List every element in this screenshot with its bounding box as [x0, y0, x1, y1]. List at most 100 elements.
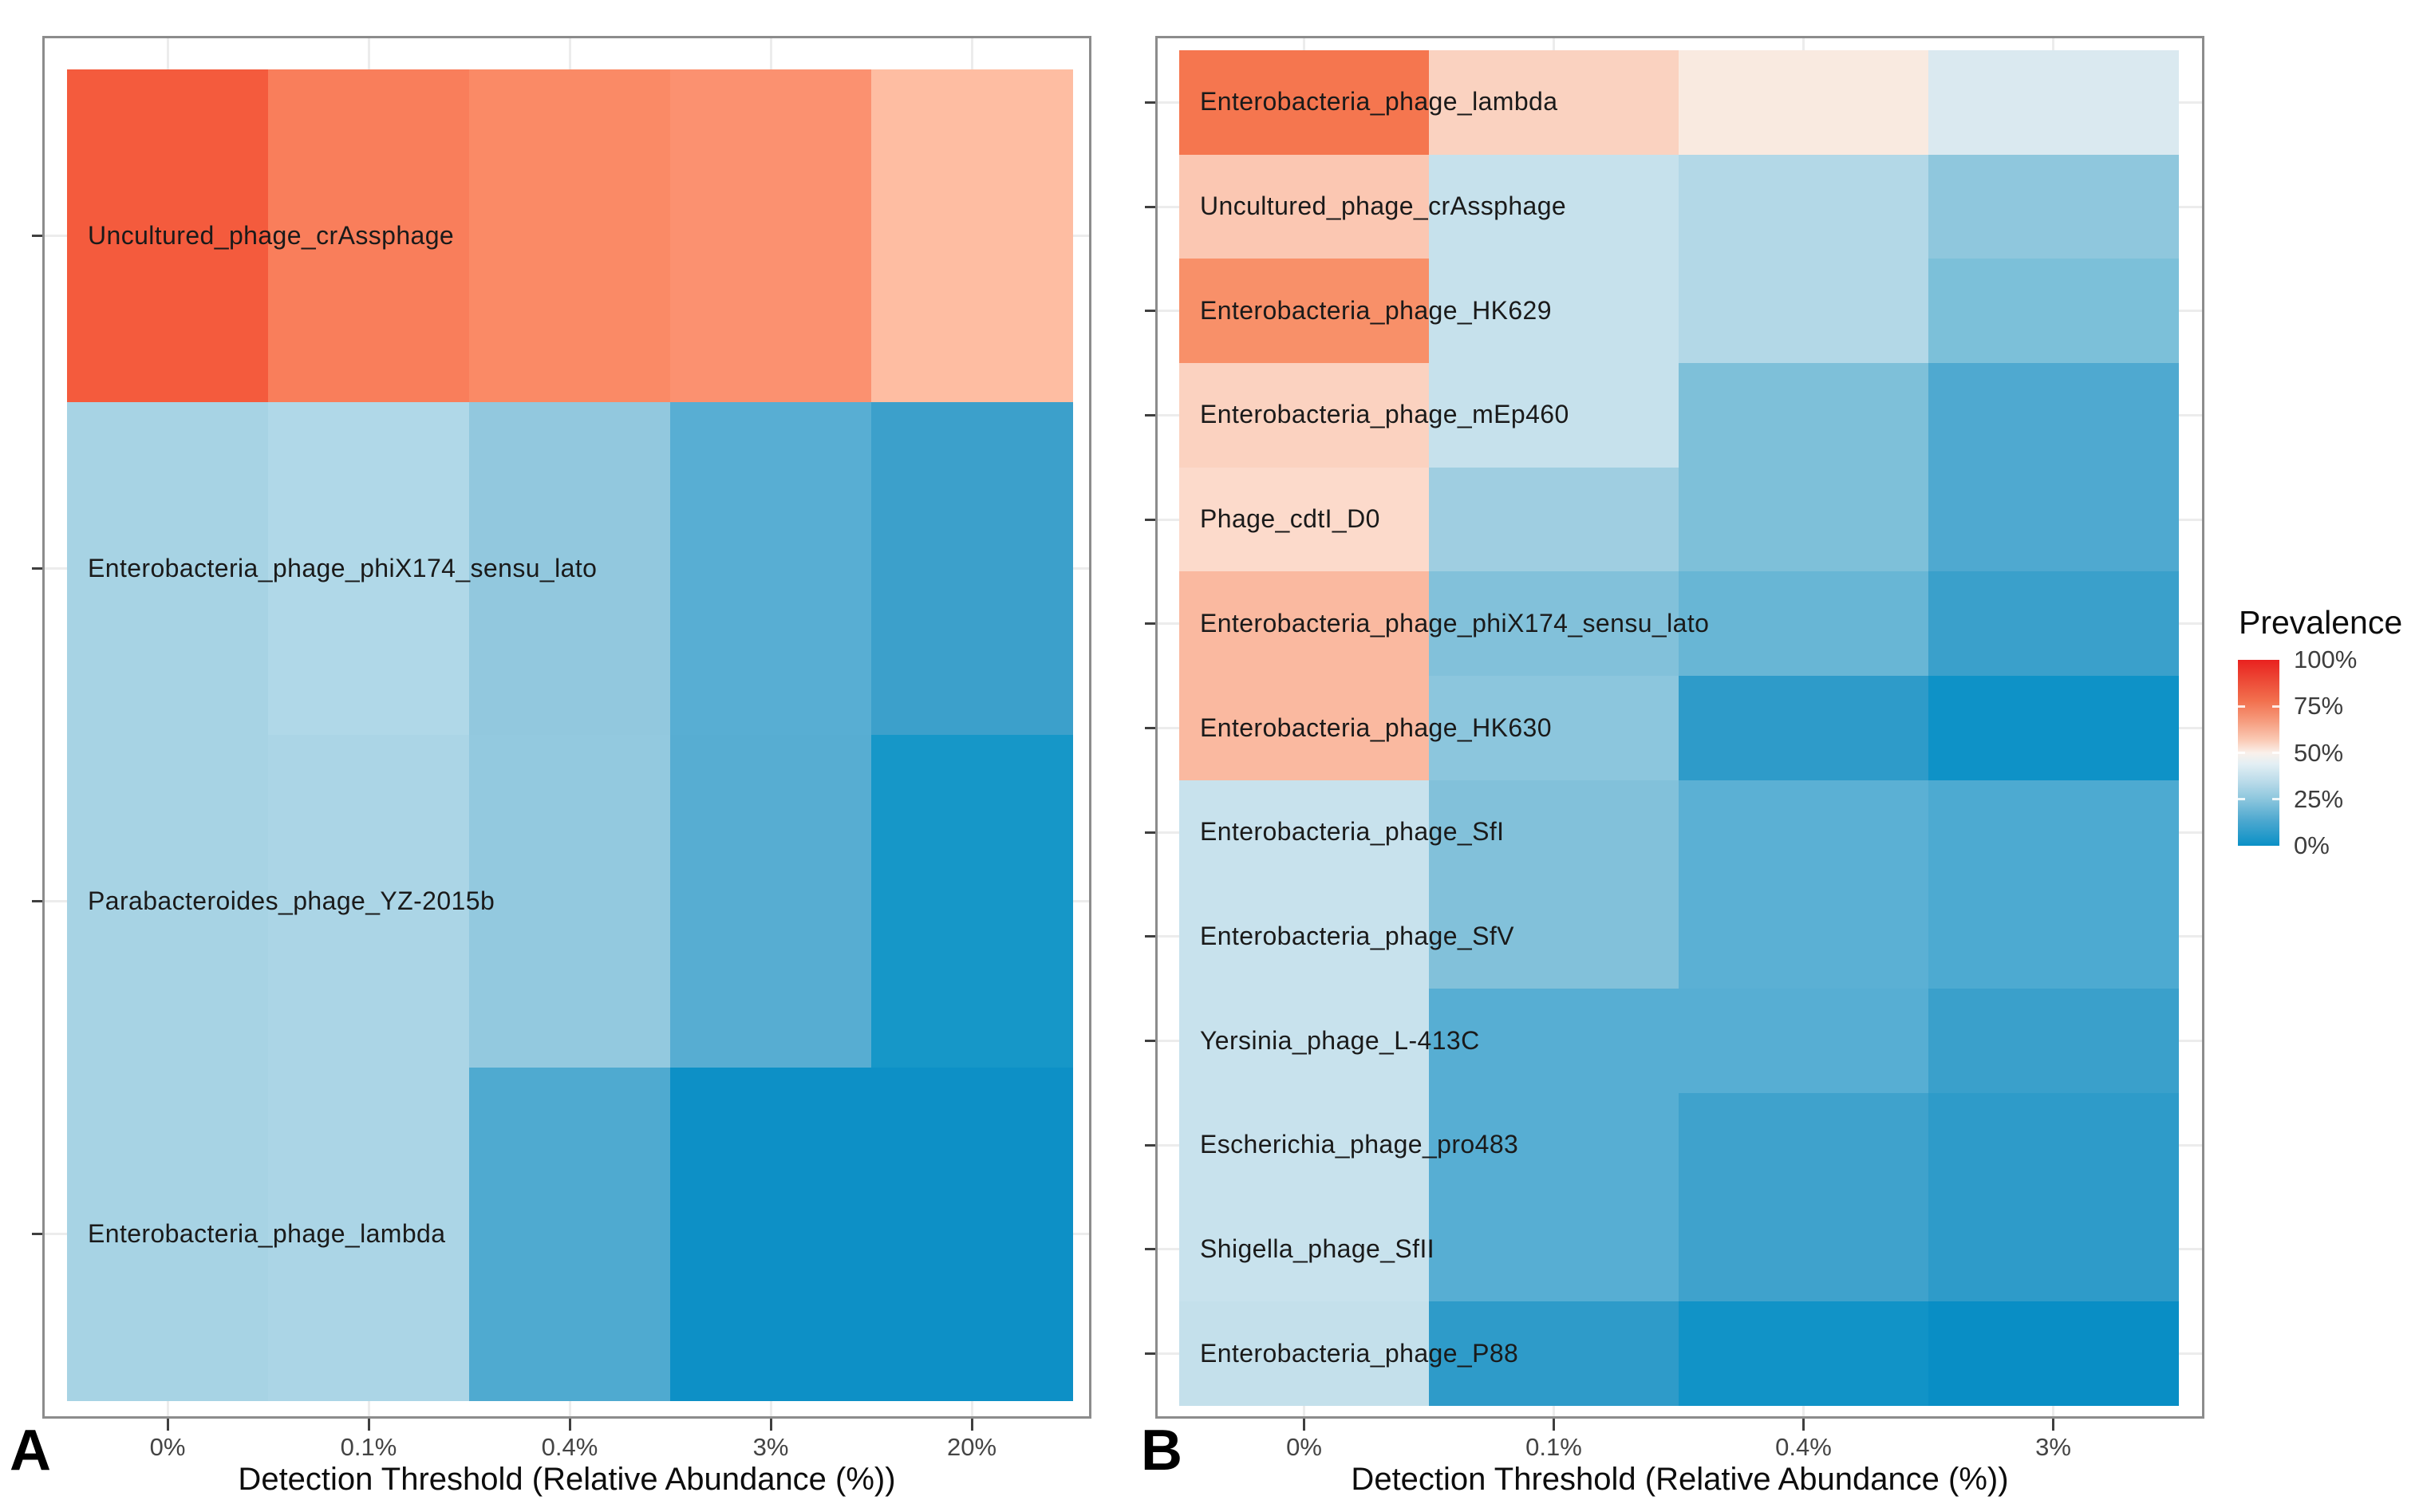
- heatmap-tile: [268, 735, 470, 1068]
- row-label: Phage_cdtI_D0: [1200, 503, 1380, 533]
- heatmap-tile: [1928, 50, 2179, 156]
- heatmap-tile: [1679, 50, 1929, 156]
- panel-b-letter: B: [1141, 1419, 1182, 1482]
- heatmap-tile: [871, 735, 1073, 1068]
- row-label: Escherichia_phage_pro483: [1200, 1130, 1519, 1159]
- legend-tick-label: 0%: [2294, 831, 2330, 859]
- heatmap-tile: [1679, 154, 1929, 259]
- legend-tick-label: 75%: [2294, 692, 2344, 720]
- heatmap-tile: [1679, 259, 1929, 364]
- x-axis-tick: [1553, 1419, 1555, 1431]
- heatmap-tile: [469, 69, 671, 403]
- heatmap-tile: [1429, 676, 1679, 781]
- legend-colorbar-tick: [2272, 752, 2279, 754]
- heatmap-tile: [670, 69, 872, 403]
- y-axis-tick: [1145, 413, 1155, 416]
- row-label: Yersinia_phage_L-413C: [1200, 1025, 1480, 1055]
- x-axis-tick: [769, 1419, 772, 1431]
- x-axis-tick: [166, 1419, 169, 1431]
- heatmap-tile: [67, 69, 269, 403]
- heatmap-tile: [1179, 467, 1430, 572]
- x-tick-label: 3%: [752, 1433, 789, 1461]
- row-label: Enterobacteria_phage_mEp460: [1200, 400, 1569, 429]
- heatmap-tile: [1429, 363, 1679, 468]
- heatmap-tile: [1928, 154, 2179, 259]
- heatmap-tile: [1179, 884, 1430, 989]
- heatmap-tile: [469, 1068, 671, 1401]
- row-label: Enterobacteria_phage_HK629: [1200, 295, 1552, 325]
- heatmap-tile: [1179, 676, 1430, 781]
- heatmap-tile: [1679, 1092, 1929, 1198]
- row-label: Enterobacteria_phage_lambda: [1200, 87, 1558, 116]
- y-axis-tick: [1145, 1248, 1155, 1251]
- y-axis-tick: [32, 235, 42, 237]
- heatmap-tile: [1429, 1092, 1679, 1198]
- heatmap-tile: [1179, 989, 1430, 1094]
- x-tick-label: 0%: [149, 1433, 186, 1461]
- heatmap-tile: [1679, 467, 1929, 572]
- y-axis-tick: [1145, 935, 1155, 938]
- heatmap-tile: [1928, 989, 2179, 1094]
- row-label: Enterobacteria_phage_HK630: [1200, 713, 1552, 742]
- heatmap-tile: [1179, 154, 1430, 259]
- heatmap-tile: [1679, 780, 1929, 886]
- y-axis-tick: [32, 567, 42, 570]
- legend-colorbar-tick: [2238, 798, 2245, 801]
- legend-tick-label: 25%: [2294, 784, 2344, 813]
- panel-b-x-axis-title: Detection Threshold (Relative Abundance …: [1351, 1462, 2009, 1497]
- heatmap-tile: [1679, 884, 1929, 989]
- legend-tick-label: 50%: [2294, 738, 2344, 767]
- y-axis-tick: [1145, 310, 1155, 313]
- heatmap-tile: [670, 735, 872, 1068]
- heatmap-tile: [1928, 571, 2179, 677]
- heatmap-tile: [1429, 780, 1679, 886]
- row-label: Enterobacteria_phage_phiX174_sensu_lato: [1200, 608, 1710, 638]
- x-axis-tick: [568, 1419, 571, 1431]
- x-tick-label: 0.4%: [1775, 1433, 1832, 1461]
- x-tick-label: 0.1%: [340, 1433, 397, 1461]
- row-label: Uncultured_phage_crAssphage: [88, 220, 455, 250]
- heatmap-tile: [469, 402, 671, 736]
- heatmap-tile: [1928, 1301, 2179, 1407]
- heatmap-tile: [67, 1068, 269, 1401]
- heatmap-tile: [1679, 1301, 1929, 1407]
- legend-colorbar-tick: [2238, 752, 2245, 754]
- x-axis-tick: [367, 1419, 370, 1431]
- y-axis-tick: [1145, 831, 1155, 834]
- x-axis-tick: [2052, 1419, 2054, 1431]
- heatmap-tile: [1179, 363, 1430, 468]
- legend-colorbar-tick: [2238, 705, 2245, 708]
- heatmap-tile: [1429, 50, 1679, 156]
- y-axis-tick: [32, 1233, 42, 1235]
- x-axis-tick: [1802, 1419, 1805, 1431]
- row-label: Enterobacteria_phage_lambda: [88, 1218, 446, 1248]
- x-tick-label: 0.1%: [1525, 1433, 1582, 1461]
- x-axis-tick: [970, 1419, 973, 1431]
- legend-colorbar-tick: [2272, 705, 2279, 708]
- heatmap-tile: [871, 69, 1073, 403]
- heatmap-tile: [1429, 571, 1679, 677]
- heatmap-tile: [1179, 571, 1430, 677]
- row-label: Shigella_phage_SfII: [1200, 1234, 1435, 1263]
- heatmap-tile: [1928, 467, 2179, 572]
- y-axis-tick: [32, 900, 42, 902]
- x-tick-label: 0.4%: [541, 1433, 598, 1461]
- row-label: Uncultured_phage_crAssphage: [1200, 191, 1567, 220]
- heatmap-tile: [67, 402, 269, 736]
- row-label: Enterobacteria_phage_P88: [1200, 1338, 1519, 1368]
- heatmap-tile: [268, 1068, 470, 1401]
- x-tick-label: 0%: [1286, 1433, 1322, 1461]
- heatmap-tile: [1429, 1301, 1679, 1407]
- heatmap-tile: [1429, 154, 1679, 259]
- row-label: Enterobacteria_phage_SfI: [1200, 816, 1505, 846]
- x-tick-label: 3%: [2035, 1433, 2071, 1461]
- heatmap-tile: [1679, 989, 1929, 1094]
- heatmap-tile: [469, 735, 671, 1068]
- panel-a-x-axis-title: Detection Threshold (Relative Abundance …: [238, 1462, 896, 1497]
- heatmap-tile: [1928, 363, 2179, 468]
- heatmap-tile: [1179, 1301, 1430, 1407]
- heatmap-tile: [1429, 989, 1679, 1094]
- x-tick-label: 20%: [946, 1433, 997, 1461]
- heatmap-tile: [1928, 884, 2179, 989]
- row-label: Enterobacteria_phage_SfV: [1200, 921, 1514, 950]
